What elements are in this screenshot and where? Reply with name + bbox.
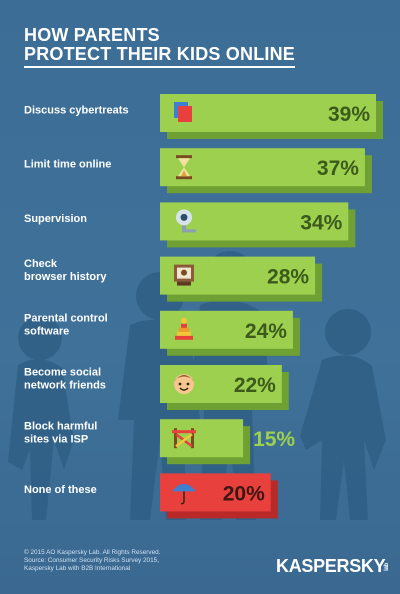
monitor-icon [174, 264, 194, 286]
category-label: Parental control software [24, 312, 108, 337]
smiley-face-icon [174, 374, 194, 394]
footer-source-detail: Kaspersky Lab with B2B International [24, 565, 131, 572]
umbrella-icon [172, 483, 196, 505]
infographic-title: HOW PARENTS PROTECT THEIR KIDS ONLINE [24, 25, 296, 68]
bar [160, 419, 244, 458]
toy-pyramid-icon [175, 317, 193, 340]
bar [160, 94, 376, 132]
kaspersky-logo: KASPERSKYlab [276, 556, 391, 577]
category-label: Supervision [24, 213, 87, 225]
title-line-2: PROTECT THEIR KIDS ONLINE [24, 45, 296, 68]
value-label: 20% [223, 482, 265, 505]
category-label: Become social network friends [24, 367, 106, 392]
category-label: Check browser history [24, 258, 107, 283]
books-icon [174, 102, 192, 122]
value-label: 37% [317, 157, 359, 180]
bar [160, 473, 271, 512]
value-label: 28% [267, 266, 309, 289]
barrier-icon [172, 428, 196, 449]
title-line-1: HOW PARENTS [24, 25, 160, 45]
value-label: 39% [328, 103, 370, 126]
value-label: 22% [234, 374, 276, 397]
bar [160, 202, 349, 241]
category-label: Limit time online [24, 159, 111, 171]
logo-wordmark: KASPERSKY [276, 556, 386, 576]
bar [160, 148, 365, 187]
value-label: 34% [300, 211, 342, 234]
webcam-icon [176, 209, 196, 233]
footer-credits: © 2015 AO Kaspersky Lab. All Rights Rese… [24, 549, 161, 573]
hourglass-icon [176, 155, 192, 180]
footer-source: Source: Consumer Security Risks Survey 2… [24, 557, 159, 564]
value-label: 15% [253, 428, 295, 451]
category-label: Block harmful sites via ISP [24, 421, 97, 446]
category-label: Discuss cybertreats [24, 105, 129, 117]
logo-suffix: lab [384, 563, 391, 572]
footer-copyright: © 2015 AO Kaspersky Lab. All Rights Rese… [24, 549, 161, 556]
value-label: 24% [245, 320, 287, 343]
category-label: None of these [24, 484, 97, 496]
